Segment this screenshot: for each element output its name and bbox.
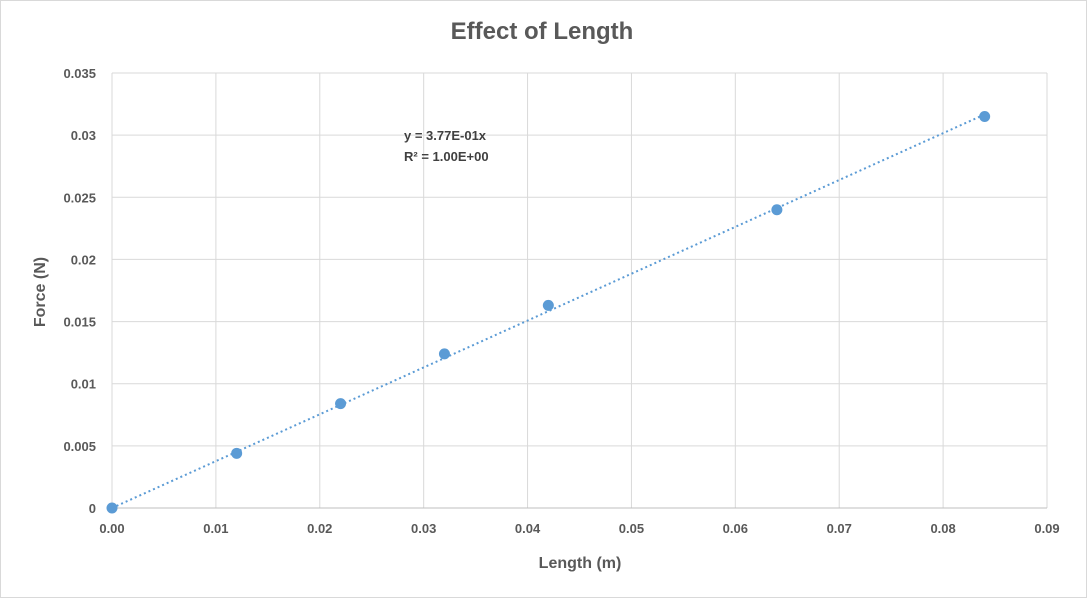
data-point: [438, 348, 450, 360]
y-tick-label: 0.015: [63, 315, 96, 330]
y-tick-label: 0.025: [63, 190, 96, 205]
data-point: [771, 204, 783, 216]
y-axis-title: Force (N): [32, 257, 49, 327]
x-axis-title: Length (m): [539, 555, 622, 572]
y-tick-label: 0.03: [71, 128, 96, 143]
chart-title: Effect of Length: [451, 18, 634, 45]
x-tick-label: 0.04: [515, 521, 541, 536]
data-point: [979, 111, 991, 122]
x-tick-label: 0.09: [1034, 521, 1059, 536]
x-tick-label: 0.02: [307, 521, 332, 536]
trendline-r-squared: R² = 1.00E+00: [404, 149, 489, 164]
y-tick-label: 0.02: [71, 252, 96, 267]
x-tick-label: 0.03: [411, 521, 436, 536]
x-tick-labels: 0.00 0.01 0.02 0.03 0.04 0.05 0.06 0.07 0.08 0.09: [99, 521, 1059, 536]
y-tick-label: 0.035: [63, 66, 96, 81]
x-tick-label: 0.01: [203, 521, 228, 536]
data-point: [231, 447, 243, 459]
gridlines: [111, 72, 1048, 509]
y-tick-labels: 0 0.005 0.01 0.015 0.02 0.025 0.03 0.035: [63, 66, 96, 516]
x-tick-label: 0.00: [99, 521, 124, 536]
x-tick-label: 0.05: [619, 521, 644, 536]
x-tick-label: 0.06: [723, 521, 748, 536]
y-tick-label: 0.005: [63, 439, 96, 454]
x-tick-label: 0.07: [827, 521, 852, 536]
data-point: [542, 299, 554, 311]
data-point: [106, 502, 118, 514]
y-tick-label: 0: [89, 501, 96, 516]
trendline-equation: y = 3.77E-01x: [404, 128, 487, 143]
data-points: [106, 111, 991, 514]
x-tick-label: 0.08: [930, 521, 955, 536]
data-point: [335, 398, 347, 410]
y-tick-label: 0.01: [71, 377, 96, 392]
